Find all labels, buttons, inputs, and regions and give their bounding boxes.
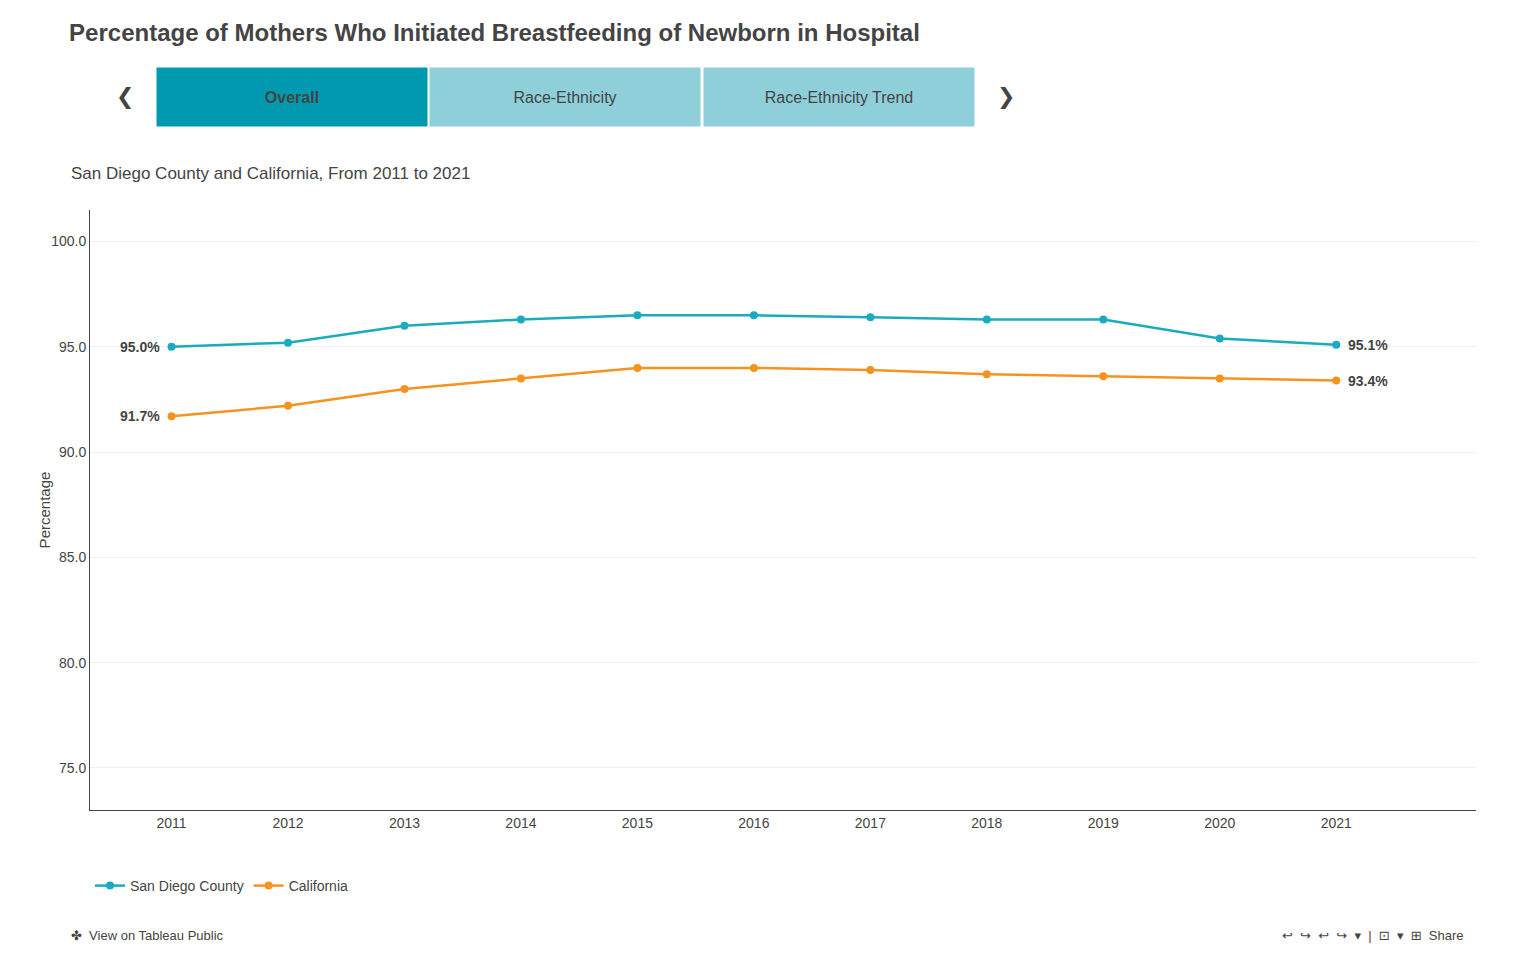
svg-text:California: California bbox=[289, 878, 348, 894]
svg-text:Race-Ethnicity Trend: Race-Ethnicity Trend bbox=[765, 89, 914, 106]
svg-text:100.0: 100.0 bbox=[51, 233, 86, 249]
svg-text:95.0: 95.0 bbox=[59, 339, 86, 355]
svg-text:75.0: 75.0 bbox=[59, 760, 86, 776]
svg-text:San Diego County and Californi: San Diego County and California, From 20… bbox=[71, 164, 470, 183]
svg-text:85.0: 85.0 bbox=[59, 549, 86, 565]
svg-text:2015: 2015 bbox=[622, 815, 653, 831]
svg-text:❮: ❮ bbox=[116, 84, 134, 110]
svg-text:2020: 2020 bbox=[1204, 815, 1235, 831]
svg-text:↩ ↪ ↩ ↪ ▾ | ⊡ ▾ ⊞ Sha: ↩ ↪ ↩ ↪ ▾ | ⊡ ▾ ⊞ Share bbox=[1282, 928, 1464, 943]
svg-text:San Diego County: San Diego County bbox=[130, 878, 244, 894]
svg-text:2021: 2021 bbox=[1321, 815, 1352, 831]
svg-text:91.7%: 91.7% bbox=[120, 408, 160, 424]
svg-text:95.1%: 95.1% bbox=[1348, 337, 1388, 353]
svg-text:95.0%: 95.0% bbox=[120, 339, 160, 355]
svg-text:Race-Ethnicity: Race-Ethnicity bbox=[513, 89, 616, 106]
svg-text:Overall: Overall bbox=[265, 89, 319, 106]
svg-text:Percentage: Percentage bbox=[36, 472, 53, 549]
svg-text:2012: 2012 bbox=[272, 815, 303, 831]
svg-text:80.0: 80.0 bbox=[59, 655, 86, 671]
svg-text:2014: 2014 bbox=[505, 815, 536, 831]
svg-text:93.4%: 93.4% bbox=[1348, 373, 1388, 389]
svg-text:2013: 2013 bbox=[389, 815, 420, 831]
svg-text:2011: 2011 bbox=[156, 815, 186, 831]
svg-text:2017: 2017 bbox=[855, 815, 886, 831]
svg-text:2016: 2016 bbox=[738, 815, 769, 831]
svg-text:2019: 2019 bbox=[1088, 815, 1119, 831]
svg-text:Percentage of Mothers Who Init: Percentage of Mothers Who Initiated Brea… bbox=[69, 19, 920, 46]
svg-text:2018: 2018 bbox=[971, 815, 1002, 831]
svg-text:90.0: 90.0 bbox=[59, 444, 86, 460]
svg-text:❯: ❯ bbox=[997, 84, 1015, 110]
svg-text:✤ View on Tableau Public: ✤ View on Tableau Public bbox=[71, 928, 224, 943]
